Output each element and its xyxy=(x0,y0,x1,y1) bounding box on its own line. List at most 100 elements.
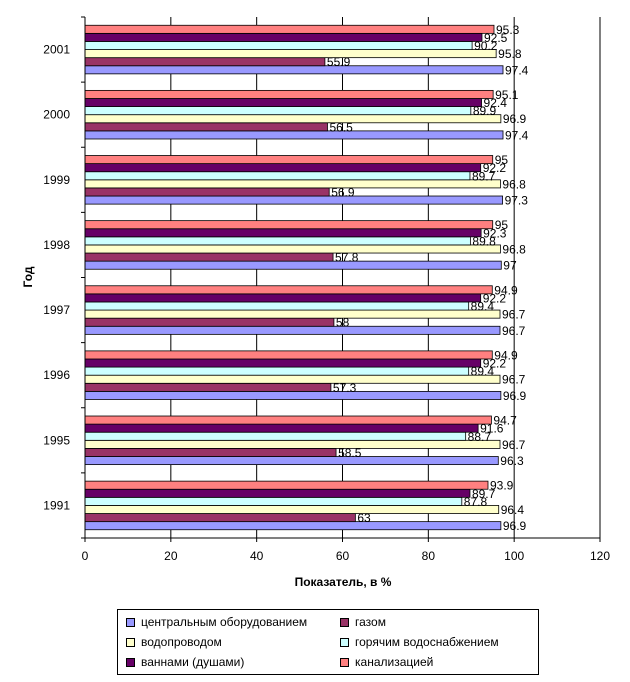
legend-swatch xyxy=(340,637,349,647)
data-labels: 96.96396.487.889.793.996.358.596.788.791… xyxy=(327,23,529,533)
legend-item: канализацией xyxy=(340,653,433,671)
bar xyxy=(84,98,482,107)
data-label: 94.9 xyxy=(494,283,518,297)
y-tick-label: 1998 xyxy=(43,238,70,252)
x-tick-label: 40 xyxy=(250,549,264,563)
data-label: 87.8 xyxy=(464,495,488,509)
data-label: 96.3 xyxy=(500,454,524,468)
bar xyxy=(84,439,501,449)
data-label: 95.8 xyxy=(498,47,522,61)
data-label: 89.7 xyxy=(472,169,496,183)
legend-swatch xyxy=(126,617,135,627)
bar xyxy=(84,41,473,50)
bar xyxy=(84,187,330,197)
bar xyxy=(84,49,497,59)
y-tick-label: 1999 xyxy=(43,173,70,187)
data-label: 96.7 xyxy=(502,308,526,322)
bar xyxy=(84,448,337,457)
data-label: 56.9 xyxy=(331,185,355,199)
bar xyxy=(84,309,501,319)
data-label: 97.3 xyxy=(505,194,529,208)
legend-swatch xyxy=(126,637,135,647)
data-label: 88.7 xyxy=(468,430,492,444)
data-label: 96.8 xyxy=(502,177,526,191)
legend-item: водопроводом xyxy=(126,633,222,651)
data-label: 96.9 xyxy=(503,112,527,126)
x-tick-label: 0 xyxy=(82,549,89,563)
bar xyxy=(84,325,501,335)
bar xyxy=(84,301,470,311)
legend-swatch xyxy=(340,657,349,667)
bar xyxy=(84,106,472,116)
bar-chart: 96.96396.487.889.793.996.358.596.788.791… xyxy=(21,16,610,589)
bar xyxy=(84,431,467,441)
bar xyxy=(84,480,489,490)
legend-swatch xyxy=(126,657,135,667)
data-label: 97.4 xyxy=(505,128,529,142)
legend-item: центральным оборудованием xyxy=(126,613,307,631)
bar xyxy=(84,358,482,368)
data-label: 96.9 xyxy=(503,519,527,533)
data-label: 92.2 xyxy=(483,357,507,371)
data-label: 92.4 xyxy=(484,96,508,110)
bar xyxy=(84,236,471,246)
data-label: 92.5 xyxy=(484,31,508,45)
data-label: 58 xyxy=(336,316,350,330)
data-label: 97 xyxy=(503,259,517,273)
data-label: 93.9 xyxy=(490,479,514,493)
legend-label: газом xyxy=(355,615,386,629)
bar xyxy=(84,89,494,99)
data-label: 57.8 xyxy=(335,251,359,265)
data-label: 57.3 xyxy=(333,381,357,395)
legend-label: ваннами (душами) xyxy=(141,655,245,669)
x-axis-title: Показатель, в % xyxy=(295,575,392,589)
data-label: 58.5 xyxy=(338,446,362,460)
data-label: 96.8 xyxy=(502,242,526,256)
bar xyxy=(84,488,471,498)
bar xyxy=(84,122,328,132)
bar xyxy=(84,32,483,42)
y-tick-label: 2001 xyxy=(43,43,70,57)
bar xyxy=(84,317,335,327)
axes: 1991 1995 1996 1997 1998 1999 2000 2001 0 20 40 60 8… xyxy=(43,16,610,563)
y-tick-label: 1991 xyxy=(43,498,70,512)
y-tick-label: 2000 xyxy=(43,108,70,122)
data-label: 96.7 xyxy=(502,438,526,452)
legend-label: центральным оборудованием xyxy=(141,615,308,629)
data-label: 89.4 xyxy=(471,365,495,379)
bar xyxy=(84,244,501,254)
x-tick-label: 120 xyxy=(590,549,610,563)
bar xyxy=(84,130,504,140)
y-tick-label: 1997 xyxy=(43,303,70,317)
data-label: 55.9 xyxy=(327,55,351,69)
legend-item: горячим водоснабжением xyxy=(340,633,499,651)
data-label: 89.9 xyxy=(473,104,497,118)
data-label: 90.2 xyxy=(474,39,498,53)
bar xyxy=(84,252,334,262)
data-label: 89.4 xyxy=(471,300,495,314)
data-label: 97.4 xyxy=(505,63,529,77)
data-label: 94.7 xyxy=(493,414,517,428)
y-axis-title: Год xyxy=(21,266,35,287)
bar xyxy=(84,228,482,238)
data-label: 92.2 xyxy=(483,291,507,305)
x-tick-label: 100 xyxy=(504,549,524,563)
bar xyxy=(84,350,493,360)
bar xyxy=(84,285,493,295)
data-label: 96.9 xyxy=(503,389,527,403)
x-tick-label: 60 xyxy=(336,549,350,563)
data-label: 91.6 xyxy=(480,422,504,436)
bar xyxy=(84,423,479,433)
data-label: 95 xyxy=(495,153,509,167)
legend-label: канализацией xyxy=(355,655,434,669)
bar xyxy=(84,374,501,384)
y-tick-label: 1996 xyxy=(43,368,70,382)
bar xyxy=(84,179,501,189)
legend-item: ваннами (душами) xyxy=(126,653,244,671)
bar xyxy=(84,505,500,514)
data-label: 95 xyxy=(495,218,509,232)
data-label: 95.1 xyxy=(495,88,519,102)
legend-label: горячим водоснабжением xyxy=(355,635,499,649)
x-tick-label: 20 xyxy=(164,549,178,563)
bar xyxy=(84,163,482,173)
